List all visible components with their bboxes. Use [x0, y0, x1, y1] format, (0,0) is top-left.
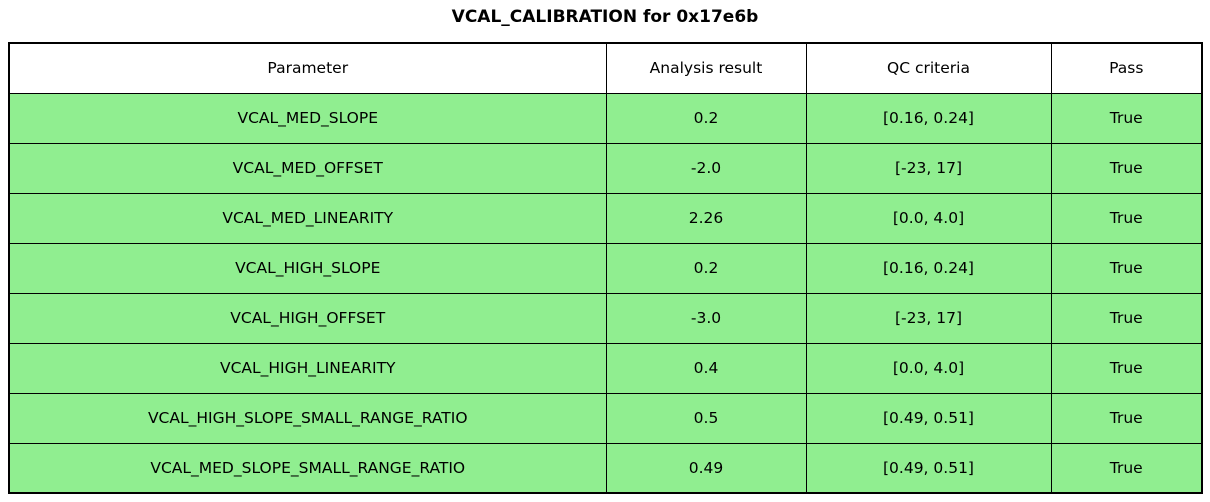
- cell-analysis-result: 0.5: [605, 392, 807, 444]
- cell-pass: True: [1050, 192, 1203, 244]
- table-row: VCAL_MED_OFFSET -2.0 [-23, 17] True: [8, 142, 1203, 194]
- cell-parameter: VCAL_MED_LINEARITY: [8, 192, 607, 244]
- column-header-analysis-result: Analysis result: [605, 42, 807, 94]
- cell-pass: True: [1050, 142, 1203, 194]
- cell-parameter: VCAL_HIGH_SLOPE_SMALL_RANGE_RATIO: [8, 392, 607, 444]
- qc-results-table: Parameter Analysis result QC criteria Pa…: [8, 42, 1203, 494]
- cell-qc-criteria: [0.0, 4.0]: [805, 342, 1052, 394]
- cell-qc-criteria: [0.16, 0.24]: [805, 92, 1052, 144]
- cell-analysis-result: 2.26: [605, 192, 807, 244]
- cell-pass: True: [1050, 92, 1203, 144]
- cell-qc-criteria: [0.49, 0.51]: [805, 392, 1052, 444]
- cell-analysis-result: 0.4: [605, 342, 807, 394]
- cell-parameter: VCAL_HIGH_LINEARITY: [8, 342, 607, 394]
- table-row: VCAL_HIGH_OFFSET -3.0 [-23, 17] True: [8, 292, 1203, 344]
- cell-pass: True: [1050, 442, 1203, 494]
- cell-qc-criteria: [-23, 17]: [805, 142, 1052, 194]
- cell-parameter: VCAL_MED_OFFSET: [8, 142, 607, 194]
- cell-parameter: VCAL_MED_SLOPE: [8, 92, 607, 144]
- cell-qc-criteria: [0.0, 4.0]: [805, 192, 1052, 244]
- cell-analysis-result: -3.0: [605, 292, 807, 344]
- cell-parameter: VCAL_HIGH_OFFSET: [8, 292, 607, 344]
- cell-pass: True: [1050, 342, 1203, 394]
- cell-analysis-result: 0.2: [605, 92, 807, 144]
- table-row: VCAL_MED_SLOPE_SMALL_RANGE_RATIO 0.49 [0…: [8, 442, 1203, 494]
- table-row: VCAL_MED_SLOPE 0.2 [0.16, 0.24] True: [8, 92, 1203, 144]
- cell-analysis-result: -2.0: [605, 142, 807, 194]
- cell-pass: True: [1050, 242, 1203, 294]
- cell-pass: True: [1050, 392, 1203, 444]
- column-header-pass: Pass: [1050, 42, 1203, 94]
- table-row: VCAL_HIGH_SLOPE_SMALL_RANGE_RATIO 0.5 [0…: [8, 392, 1203, 444]
- chart-title: VCAL_CALIBRATION for 0x17e6b: [451, 7, 759, 27]
- cell-pass: True: [1050, 292, 1203, 344]
- cell-analysis-result: 0.2: [605, 242, 807, 294]
- cell-qc-criteria: [0.49, 0.51]: [805, 442, 1052, 494]
- table-row: VCAL_HIGH_SLOPE 0.2 [0.16, 0.24] True: [8, 242, 1203, 294]
- cell-qc-criteria: [0.16, 0.24]: [805, 242, 1052, 294]
- table-row: VCAL_HIGH_LINEARITY 0.4 [0.0, 4.0] True: [8, 342, 1203, 394]
- column-header-qc-criteria: QC criteria: [805, 42, 1052, 94]
- table-row: VCAL_MED_LINEARITY 2.26 [0.0, 4.0] True: [8, 192, 1203, 244]
- cell-parameter: VCAL_MED_SLOPE_SMALL_RANGE_RATIO: [8, 442, 607, 494]
- table-header-row: Parameter Analysis result QC criteria Pa…: [8, 42, 1203, 94]
- cell-analysis-result: 0.49: [605, 442, 807, 494]
- column-header-parameter: Parameter: [8, 42, 607, 94]
- cell-parameter: VCAL_HIGH_SLOPE: [8, 242, 607, 294]
- cell-qc-criteria: [-23, 17]: [805, 292, 1052, 344]
